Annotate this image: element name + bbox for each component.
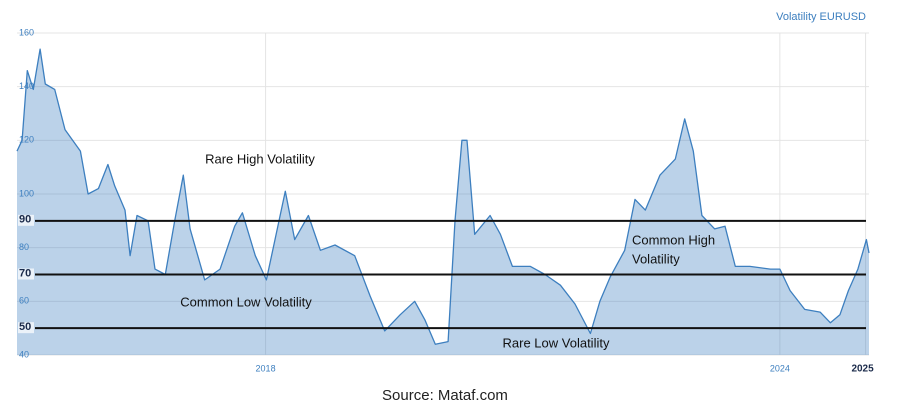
x-tick-label: 2025 bbox=[851, 364, 874, 375]
y-tick-label: 140 bbox=[19, 81, 34, 91]
y-tick-label: 100 bbox=[19, 188, 34, 198]
x-tick-label: 2018 bbox=[256, 363, 276, 373]
level-label: 50 bbox=[19, 321, 31, 333]
x-tick-label: 2024 bbox=[770, 363, 790, 373]
level-label: 90 bbox=[19, 214, 31, 226]
annotation: Common High bbox=[632, 232, 715, 247]
y-tick-label: 60 bbox=[19, 296, 29, 306]
level-label: 70 bbox=[19, 267, 31, 279]
area bbox=[17, 49, 869, 355]
level-label-bg bbox=[18, 214, 34, 226]
level-label-bg bbox=[18, 268, 34, 280]
y-tick-label: 40 bbox=[19, 349, 29, 359]
y-tick-label: 160 bbox=[19, 27, 34, 37]
annotation: Volatility bbox=[632, 251, 680, 266]
line bbox=[16, 48, 870, 345]
annotation: Rare Low Volatility bbox=[503, 335, 610, 350]
y-tick-label: 80 bbox=[19, 242, 29, 252]
annotation: Rare High Volatility bbox=[205, 151, 315, 166]
legend-entry: Volatility EURUSD bbox=[776, 11, 866, 23]
source: Source: Mataf.com bbox=[382, 387, 508, 404]
y-tick-label: 120 bbox=[19, 135, 34, 145]
annotation: Common Low Volatility bbox=[180, 294, 312, 309]
level-label-bg bbox=[18, 322, 34, 334]
